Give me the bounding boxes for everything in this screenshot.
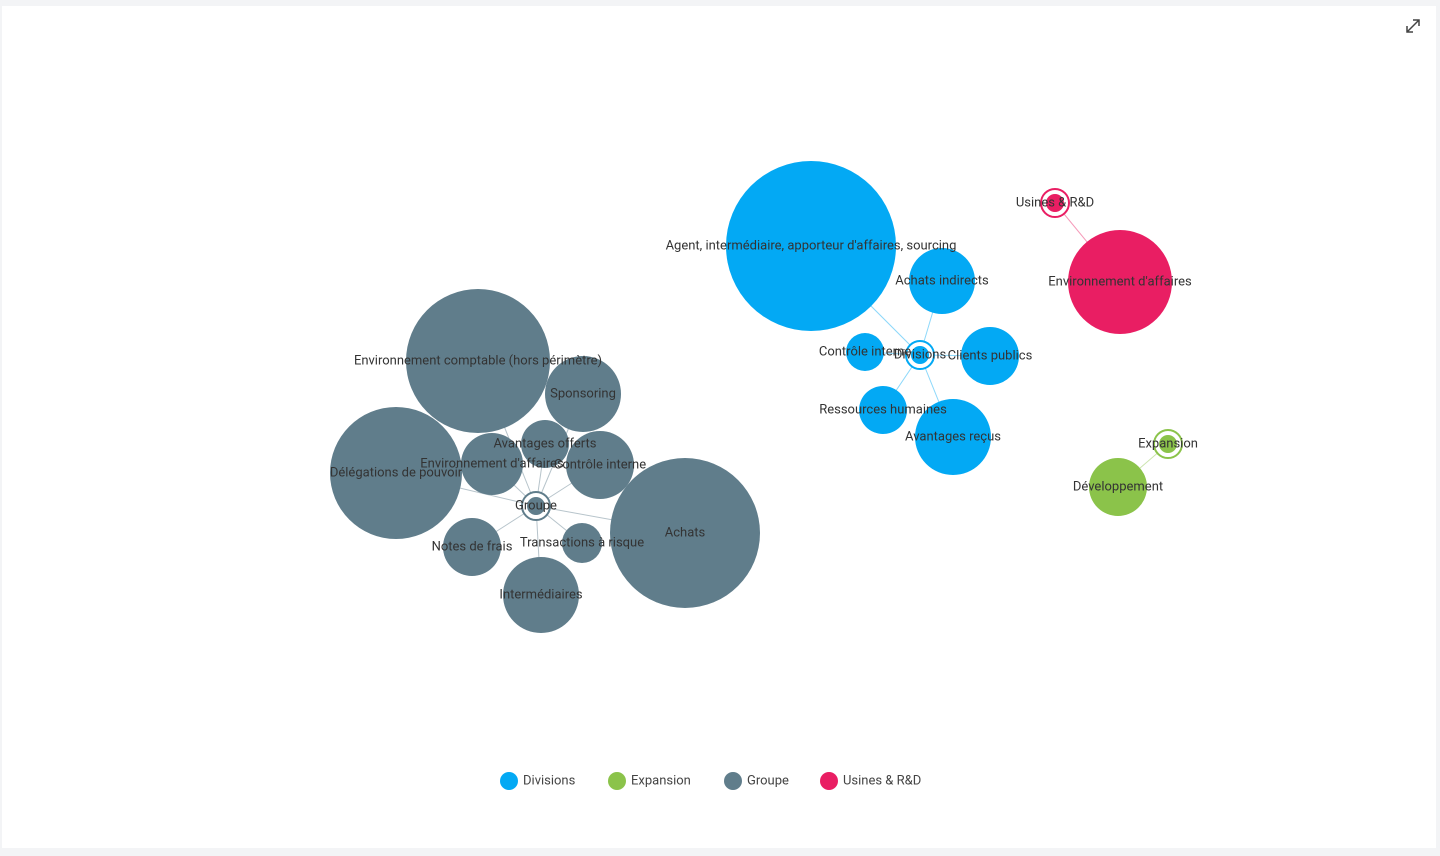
node [1068,230,1172,334]
hub-node [1046,194,1064,212]
node [503,557,579,633]
legend-marker [608,772,626,790]
node [566,431,634,499]
expand-icon [1406,19,1420,33]
node-label: Sponsoring [550,386,616,401]
network-chart: Agent, intermédiaire, apporteur d'affair… [330,19,1420,790]
node-label: Agent, intermédiaire, apporteur d'affair… [666,238,957,253]
node [610,458,760,608]
legend: Divisions Expansion Groupe Usines & R&D [500,772,921,790]
expand-button[interactable] [1406,19,1420,33]
node [859,386,907,434]
hub-label: Expansion [1138,436,1198,451]
node-label: Délégations de pouvoir [330,465,463,480]
node-label: Intermédiaires [499,587,582,602]
node [406,289,550,433]
node [846,333,884,371]
node-label: Notes de frais [432,539,513,554]
node-label: Avantages offerts [494,436,597,451]
hub-label: Divisions [894,347,947,362]
node-label: Contrôle interne [554,457,646,472]
node [443,518,501,576]
node [521,420,569,468]
legend-label: Divisions [523,773,576,788]
node [330,407,462,539]
node-label: Clients publics [948,348,1033,363]
node [562,523,602,563]
legend-label: Usines & R&D [843,773,921,788]
node [961,327,1019,385]
hub-node [911,346,929,364]
legend-label: Groupe [747,773,789,788]
node [461,433,523,495]
panel: Agent, intermédiaire, apporteur d'affair… [2,6,1436,848]
node-label: Environnement d'affaires [420,456,564,471]
hub-node [527,497,545,515]
legend-marker [724,772,742,790]
node [915,399,991,475]
legend-marker [500,772,518,790]
node-label: Contrôle interne [819,344,911,359]
node-label: Achats indirects [895,273,989,288]
node [909,248,975,314]
node [726,161,896,331]
hub-label: Usines & R&D [1016,195,1094,210]
nodes [330,161,1183,633]
legend-marker [820,772,838,790]
node-label: Transactions à risque [520,535,644,550]
node-label: Avantages reçus [905,429,1001,444]
labels: Agent, intermédiaire, apporteur d'affair… [330,195,1198,602]
node [545,356,621,432]
node-label: Ressources humaines [819,402,947,417]
hub-label: Groupe [515,498,557,513]
node-label: Environnement comptable (hors périmètre) [354,353,602,368]
node-label: Environnement d'affaires [1048,274,1192,289]
node-label: Achats [665,525,706,540]
legend-label: Expansion [631,773,691,788]
node [1089,458,1147,516]
hub-node [1159,435,1177,453]
node-label: Développement [1073,479,1163,494]
